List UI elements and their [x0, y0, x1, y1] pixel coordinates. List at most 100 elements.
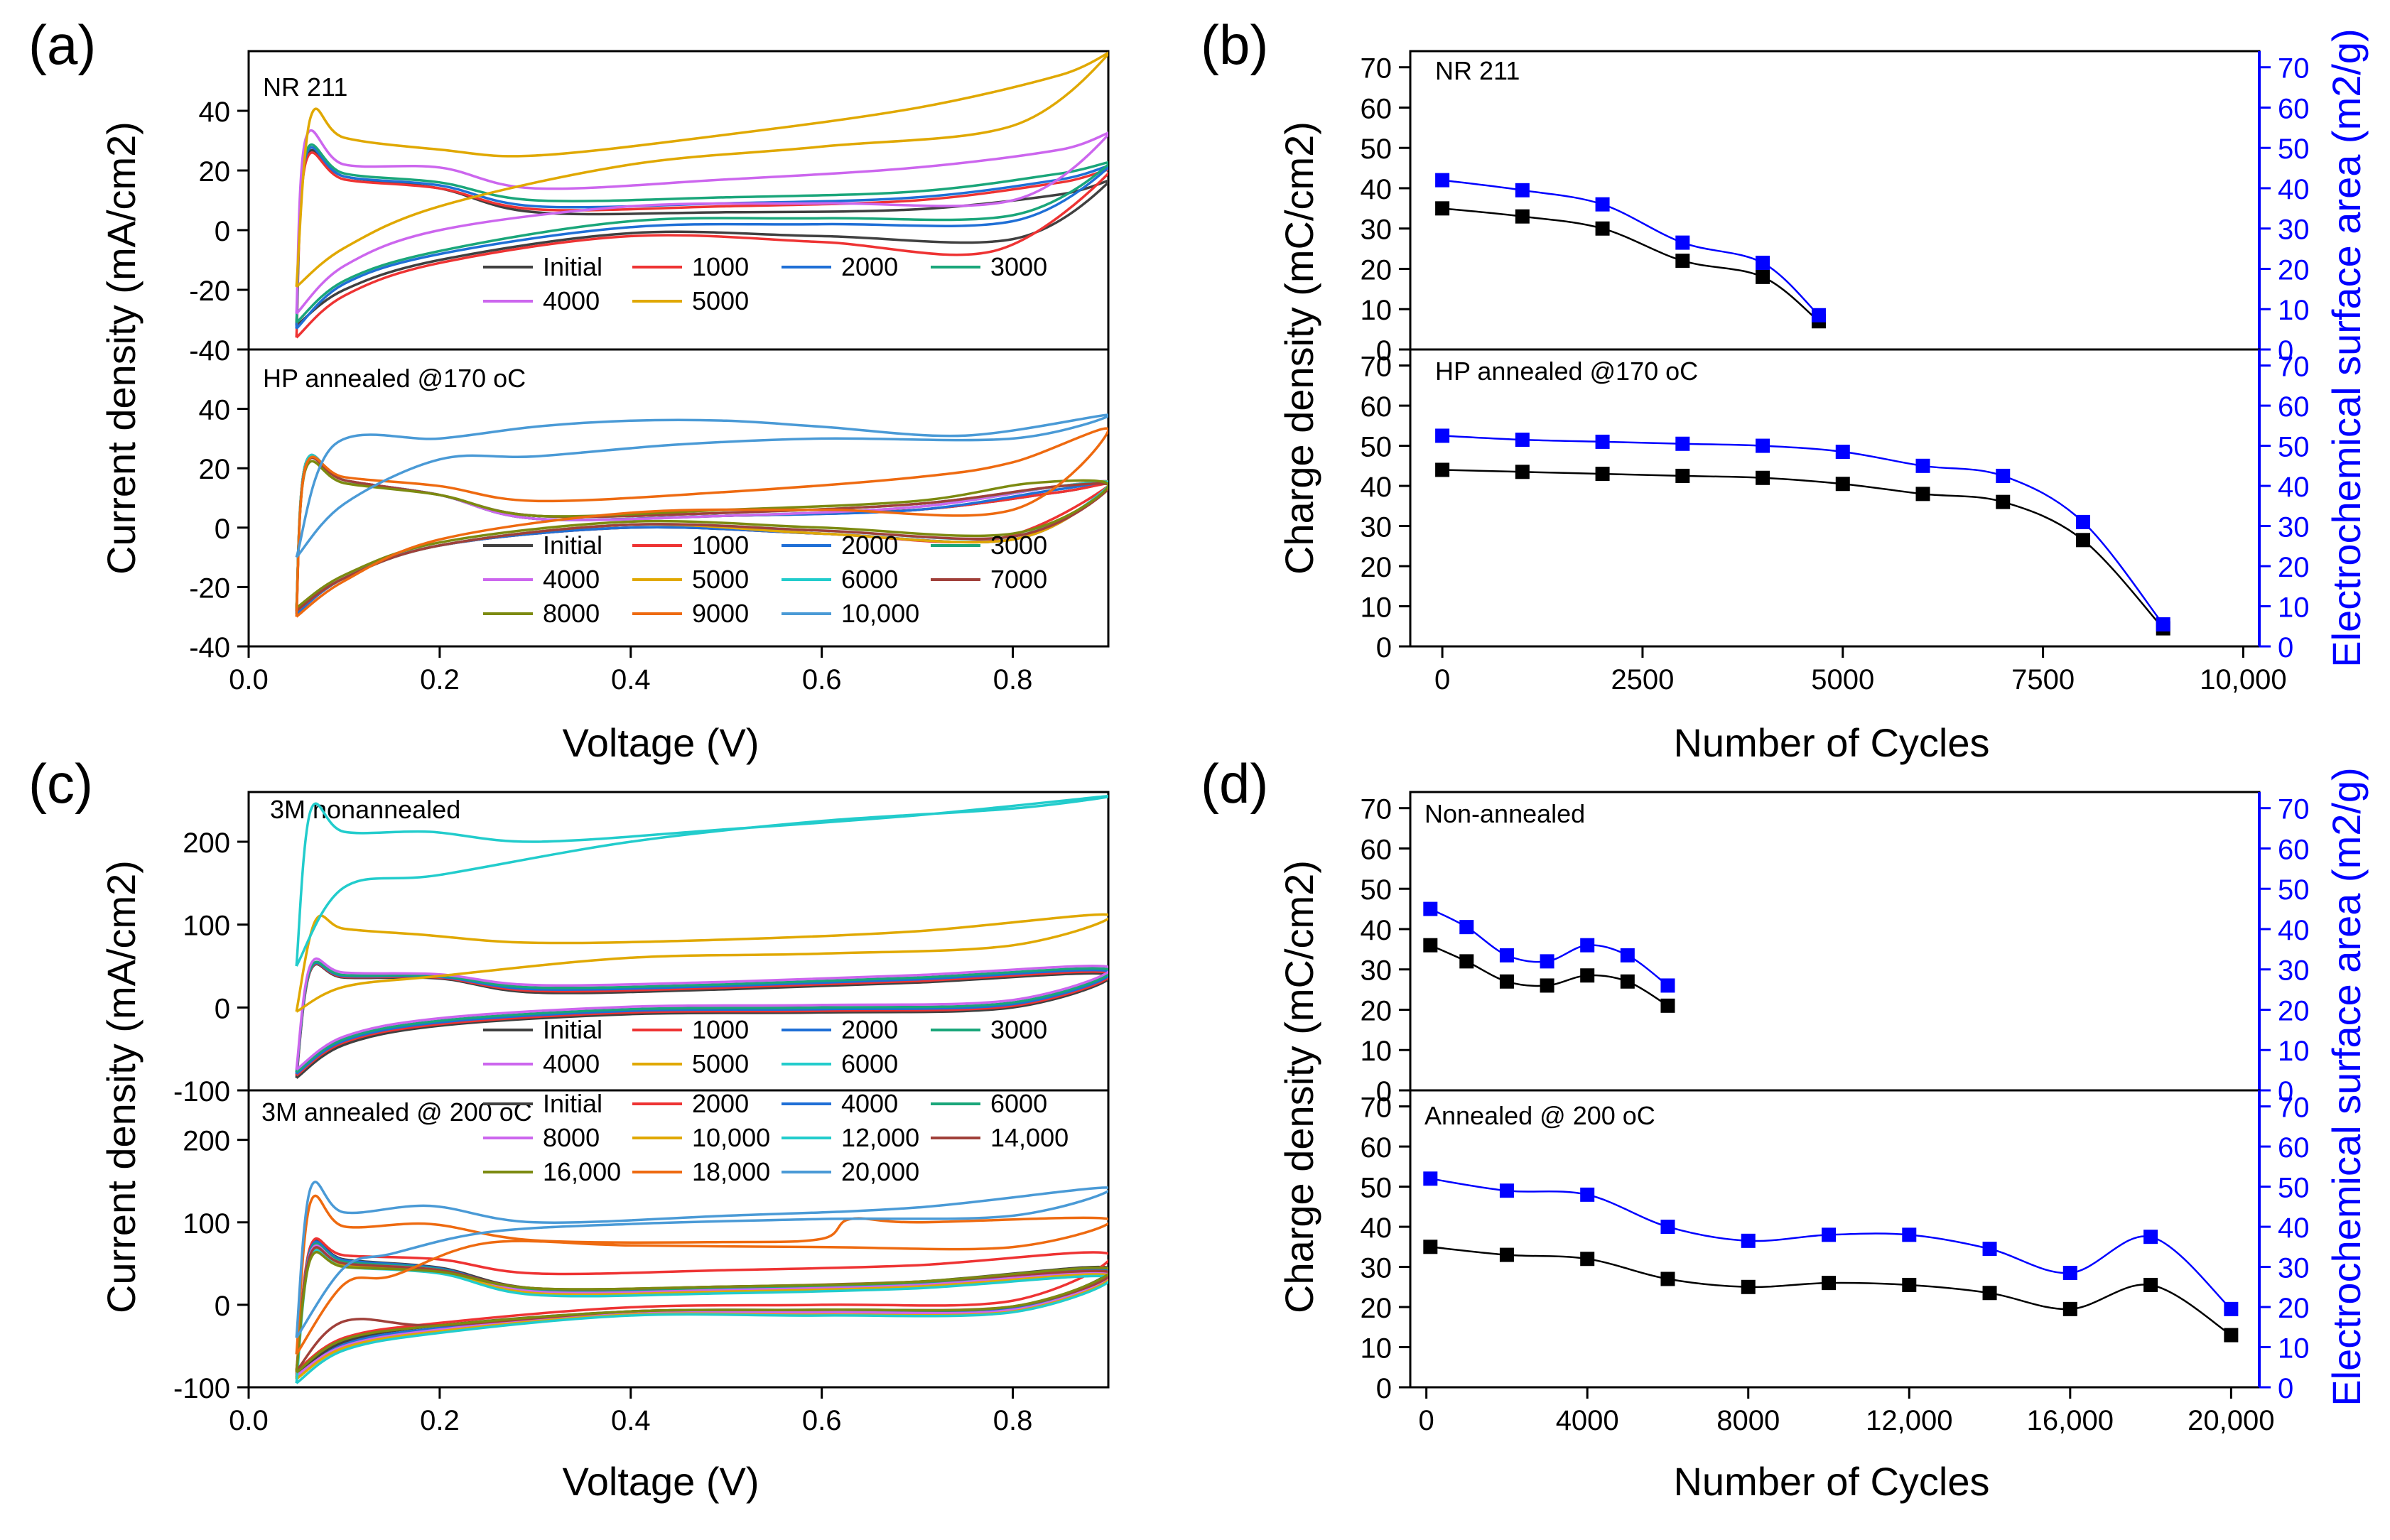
charge-point	[1915, 487, 1930, 501]
ecsa-point	[1595, 434, 1610, 449]
y-tick-label: 0	[215, 514, 230, 545]
x-tick-label: 0.8	[993, 664, 1033, 695]
y-tick-label: 40	[1361, 915, 1393, 946]
legend-label: 3000	[990, 252, 1047, 281]
plot-frame	[247, 1089, 1110, 1389]
panel-title: NR 211	[1435, 56, 1520, 85]
y-tick-label: 50	[1361, 134, 1393, 165]
cv-curve-3000	[295, 143, 1108, 324]
y-tick-label: 70	[1361, 53, 1393, 85]
cv-curve-8000	[295, 460, 1108, 609]
y2-tick-label: 0	[2278, 1373, 2293, 1404]
legend-label: 4000	[543, 565, 600, 594]
charge-point	[1515, 209, 1530, 224]
legend-label: 6000	[990, 1089, 1047, 1118]
ecsa-point	[1996, 468, 2011, 483]
y-tick-label: 10	[1361, 295, 1393, 326]
ecsa-point	[1822, 1227, 1837, 1242]
y2-tick-label: 50	[2278, 1173, 2310, 1204]
y-tick-label: 40	[1361, 174, 1393, 205]
trend-line-ecsa	[1442, 435, 2164, 625]
a-xlabel: Voltage (V)	[562, 720, 759, 765]
trend-line-ecsa	[1430, 1178, 2232, 1310]
cv-curve-14000	[295, 1246, 1108, 1372]
y-tick-label: 100	[183, 911, 230, 942]
y2-tick-label: 10	[2278, 1036, 2310, 1067]
cv-curve-20000	[295, 1181, 1108, 1339]
cv-curve-9000	[295, 427, 1108, 618]
y2-tick-label: 10	[2278, 295, 2310, 326]
legend-label: 14,000	[990, 1123, 1069, 1152]
y2-tick-label: 30	[2278, 215, 2310, 246]
y-tick-label: 60	[1361, 391, 1393, 423]
cv-curve-4000	[295, 957, 1108, 1071]
y-tick-label: 20	[1361, 254, 1393, 286]
charge-point	[1660, 1271, 1675, 1286]
y-tick-label: 20	[1361, 1293, 1393, 1324]
cv-curve-2000	[295, 1237, 1108, 1372]
y2-tick-label: 20	[2278, 1293, 2310, 1324]
cv-curve-16000	[295, 1251, 1108, 1374]
charge-point	[1435, 462, 1450, 477]
legend-label: 16,000	[543, 1157, 621, 1186]
y-tick-label: 20	[1361, 995, 1393, 1026]
ecsa-point	[1459, 920, 1474, 935]
x-tick-label: 7500	[2011, 664, 2075, 695]
legend-label: 1000	[692, 531, 749, 560]
cv-curve-2000	[295, 146, 1108, 330]
x-tick-label: 0.2	[420, 1405, 460, 1436]
panel-title: Annealed @ 200 oC	[1424, 1101, 1655, 1130]
y-tick-label: -40	[189, 335, 230, 367]
y2-tick-label: 40	[2278, 472, 2310, 503]
y2-tick-label: 40	[2278, 915, 2310, 946]
panel-label-a: (a)	[28, 13, 96, 76]
y2-tick-label: 60	[2278, 93, 2310, 124]
x-tick-label: 0	[1419, 1405, 1434, 1436]
y2-tick-label: 20	[2278, 254, 2310, 286]
y-tick-label: 200	[183, 828, 230, 859]
panel-b-bottom: 0 0 10 10 20 20 30 30 40 40 50 50 60 60 70 70 0 2500 5000 7…	[1361, 348, 2310, 695]
x-tick-label: 0.6	[802, 1405, 842, 1436]
y-tick-label: 60	[1361, 834, 1393, 865]
legend-label: 1000	[692, 252, 749, 281]
panel-label-c: (c)	[28, 752, 93, 815]
charge-point	[1835, 477, 1850, 492]
y-tick-label: 10	[1361, 592, 1393, 624]
ecsa-point	[2075, 514, 2090, 529]
y2-tick-label: 0	[2278, 1076, 2293, 1107]
ecsa-point	[1902, 1227, 1917, 1242]
legend-label: Initial	[543, 531, 602, 560]
x-tick-label: 0.2	[420, 664, 460, 695]
a-ylabel: Current density (mA/cm2)	[99, 121, 144, 575]
y2-tick-label: 70	[2278, 794, 2310, 825]
ecsa-point	[1540, 954, 1554, 969]
charge-point	[1515, 465, 1530, 479]
y2-tick-label: 60	[2278, 834, 2310, 865]
x-tick-label: 20,000	[2188, 1405, 2274, 1436]
series-group	[295, 1181, 1108, 1384]
c-ylabel: Current density (mA/cm2)	[99, 860, 144, 1313]
legend-label: 4000	[543, 1049, 600, 1078]
panel-title: NR 211	[263, 72, 347, 102]
charge-point	[1595, 221, 1610, 236]
cv-curve-4000	[295, 129, 1108, 315]
y-tick-label: 10	[1361, 1333, 1393, 1365]
ecsa-point	[2062, 1266, 2077, 1281]
b-ylabel: Charge density (mC/cm2)	[1277, 121, 1321, 575]
legend-label: 2000	[841, 1015, 898, 1044]
y-tick-label: 0	[1376, 1076, 1392, 1107]
charge-point	[2224, 1328, 2239, 1343]
x-tick-label: 0.4	[611, 1405, 651, 1436]
c-xlabel: Voltage (V)	[562, 1459, 759, 1504]
legend-label: 6000	[841, 565, 898, 594]
cv-curve-6000	[295, 795, 1108, 967]
ecsa-point	[1515, 433, 1530, 448]
charge-point	[1822, 1276, 1837, 1291]
y2-tick-label: 50	[2278, 874, 2310, 906]
charge-point	[1499, 1247, 1514, 1262]
legend-label: 3000	[990, 531, 1047, 560]
legend-label: 10,000	[692, 1123, 770, 1152]
y-tick-label: 0	[1376, 632, 1392, 663]
y-tick-label: 20	[199, 454, 231, 485]
